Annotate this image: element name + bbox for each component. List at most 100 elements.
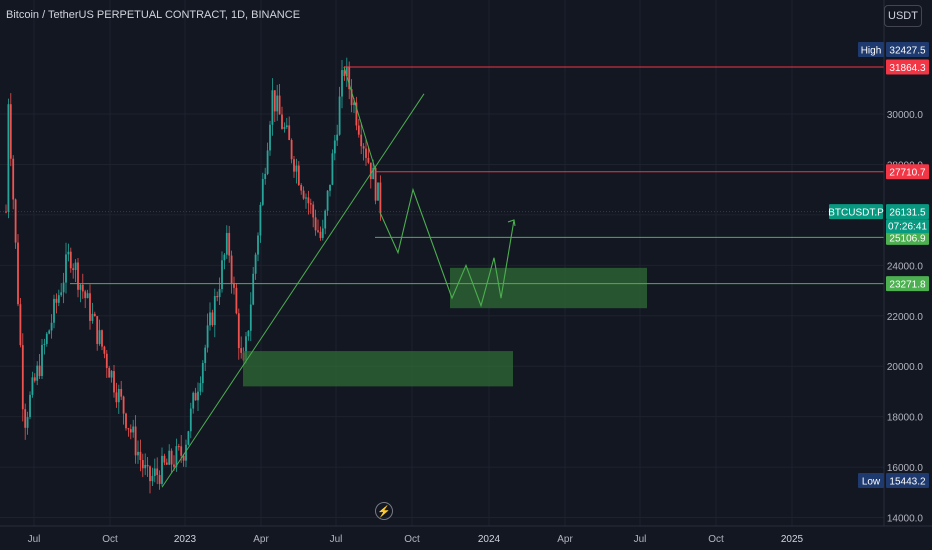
candle-body bbox=[91, 313, 94, 321]
candle-body bbox=[372, 167, 375, 180]
candle-body bbox=[125, 413, 127, 429]
level-value-badge bbox=[886, 164, 929, 180]
x-tick-label: 2023 bbox=[174, 534, 197, 545]
y-tick-label: 14000.0 bbox=[887, 514, 924, 525]
candle-body bbox=[285, 125, 288, 128]
descending-trendline[interactable] bbox=[343, 66, 377, 172]
level-value-badge bbox=[886, 276, 929, 292]
candle-body bbox=[141, 460, 144, 469]
x-tick-label: Jul bbox=[634, 534, 647, 545]
lightning-icon[interactable]: ⚡ bbox=[375, 502, 393, 520]
candle-body bbox=[55, 298, 58, 303]
candle-body bbox=[257, 235, 259, 255]
candle-body bbox=[108, 367, 111, 378]
candle-body bbox=[218, 289, 221, 298]
symbol-title: Bitcoin / TetherUS PERPETUAL CONTRACT, 1… bbox=[6, 9, 301, 21]
candle-body bbox=[38, 365, 41, 377]
candle-body bbox=[252, 273, 255, 305]
candle-body bbox=[367, 157, 370, 163]
candle-body bbox=[153, 468, 156, 476]
candle-body bbox=[173, 464, 175, 467]
x-tick-label: Oct bbox=[708, 534, 724, 545]
candle-body bbox=[163, 455, 166, 463]
candle-body bbox=[86, 293, 89, 299]
candle-body bbox=[302, 190, 305, 199]
candle-body bbox=[333, 140, 336, 154]
candle-body bbox=[281, 114, 283, 129]
candle-body bbox=[96, 316, 99, 344]
candle-body bbox=[266, 150, 269, 174]
candle-body bbox=[209, 312, 211, 326]
x-tick-label: Jul bbox=[28, 534, 41, 545]
level-value-badge-text: 31864.3 bbox=[889, 63, 926, 74]
candle-body bbox=[74, 262, 77, 270]
candle-body bbox=[33, 377, 36, 381]
candle-body bbox=[194, 392, 197, 401]
candle-body bbox=[341, 70, 343, 97]
candle-body bbox=[21, 345, 24, 410]
candle-body bbox=[7, 104, 10, 212]
low-value bbox=[886, 473, 929, 488]
candle-body bbox=[170, 450, 173, 465]
candle-body bbox=[329, 184, 331, 191]
candle-body bbox=[180, 446, 183, 456]
projection-path[interactable] bbox=[379, 187, 515, 308]
x-tick-label: Apr bbox=[557, 534, 573, 545]
candle-body bbox=[206, 325, 209, 348]
candle-body bbox=[237, 313, 240, 349]
candle-body bbox=[12, 158, 15, 200]
candle-body bbox=[233, 283, 235, 288]
currency-button[interactable]: USDT bbox=[884, 5, 922, 27]
last-price-badge bbox=[886, 204, 929, 220]
candle-body bbox=[89, 293, 91, 321]
candle-body bbox=[144, 464, 147, 469]
candle-body bbox=[199, 383, 202, 392]
candle-body bbox=[158, 475, 161, 484]
candle-body bbox=[105, 353, 108, 368]
high-value bbox=[886, 42, 929, 57]
projection-arrowhead bbox=[507, 219, 516, 227]
candle-body bbox=[9, 104, 12, 159]
candle-body bbox=[149, 466, 151, 482]
y-tick-label: 20000.0 bbox=[887, 362, 924, 373]
candle-body bbox=[379, 182, 382, 214]
low-label-text: Low bbox=[862, 477, 881, 488]
candle-body bbox=[271, 90, 274, 125]
candle-body bbox=[216, 296, 219, 298]
candle-body bbox=[204, 347, 207, 364]
candle-body bbox=[129, 429, 132, 433]
candle-body bbox=[362, 146, 365, 149]
candle-body bbox=[24, 409, 27, 428]
y-tick-label: 24000.0 bbox=[887, 261, 924, 272]
candle-body bbox=[189, 408, 192, 432]
candle-body bbox=[211, 312, 214, 326]
last-price-badge-text: 26131.5 bbox=[889, 208, 926, 219]
candle-body bbox=[177, 446, 180, 448]
candle-body bbox=[50, 322, 53, 331]
candle-body bbox=[230, 255, 233, 284]
candle-body bbox=[31, 377, 34, 395]
candle-body bbox=[221, 260, 223, 290]
x-tick-label: 2025 bbox=[781, 534, 804, 545]
candle-body bbox=[137, 451, 139, 456]
ascending-trendline[interactable] bbox=[161, 93, 425, 488]
candle-body bbox=[331, 153, 334, 185]
candle-body bbox=[122, 396, 125, 414]
candle-body bbox=[60, 292, 63, 296]
price-axis[interactable] bbox=[884, 0, 932, 550]
candle-body bbox=[235, 287, 238, 314]
demand-zone[interactable] bbox=[243, 351, 513, 387]
candle-body bbox=[276, 95, 279, 112]
candle-body bbox=[53, 298, 55, 323]
candle-body bbox=[360, 134, 363, 147]
demand-zone[interactable] bbox=[450, 267, 647, 309]
candle-body bbox=[326, 190, 329, 211]
candle-body bbox=[283, 127, 286, 129]
candle-body bbox=[26, 417, 29, 428]
candle-body bbox=[290, 139, 293, 160]
candle-body bbox=[98, 330, 101, 344]
candle-body bbox=[305, 197, 307, 199]
candle-body bbox=[84, 291, 87, 299]
